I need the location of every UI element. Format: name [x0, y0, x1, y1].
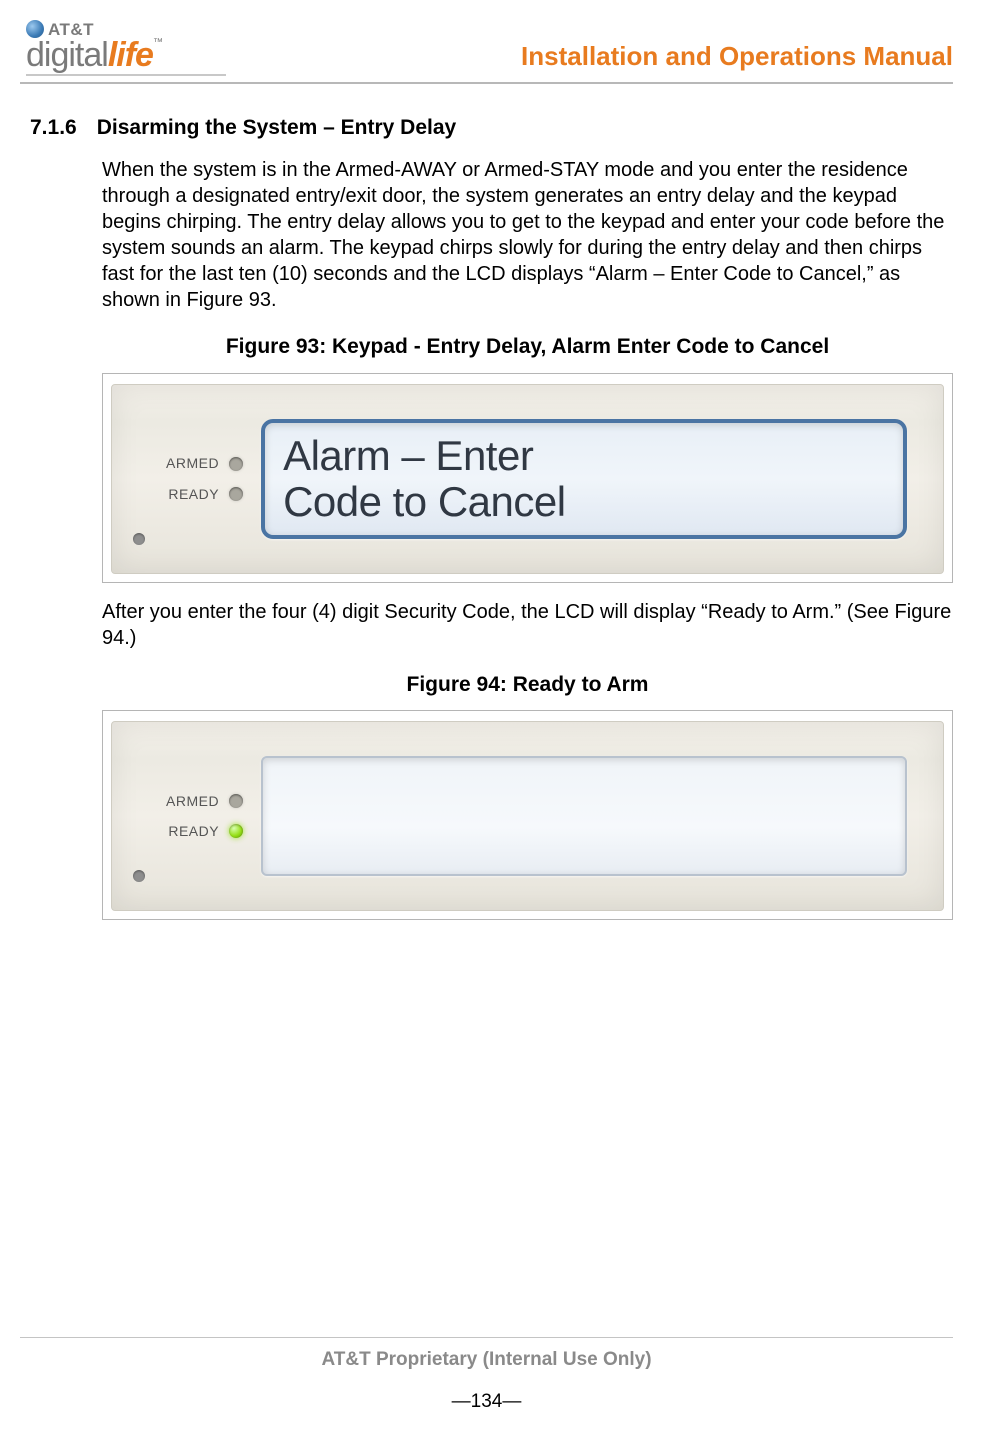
manual-title: Installation and Operations Manual: [521, 40, 953, 76]
ready-status-row: READY: [168, 485, 243, 503]
ready-label: READY: [168, 485, 219, 503]
section-heading: 7.1.6 Disarming the System – Entry Delay: [30, 114, 953, 141]
lcd-line-1: Alarm – Enter: [283, 433, 885, 478]
figure-93: ARMED READY Alarm – Enter Code to Cancel: [102, 373, 953, 583]
keypad-device: ARMED READY Alarm – Enter Code to Cancel: [111, 384, 944, 574]
brand-logo: AT&T digitallife™: [20, 20, 226, 76]
armed-label: ARMED: [166, 454, 219, 472]
page-footer: AT&T Proprietary (Internal Use Only) —13…: [20, 1337, 953, 1415]
footer-proprietary: AT&T Proprietary (Internal Use Only): [20, 1348, 953, 1373]
footer-page-number: —134—: [20, 1390, 953, 1415]
brand-bottom-row: digitallife™: [26, 38, 226, 72]
section-number: 7.1.6: [30, 114, 77, 141]
armed-led-icon: [229, 794, 243, 808]
body-content: When the system is in the Armed-AWAY or …: [102, 157, 953, 920]
ready-led-icon: [229, 487, 243, 501]
brand-word-digital: digital: [26, 36, 108, 74]
power-led-icon: [133, 533, 145, 545]
ready-label: READY: [168, 822, 219, 840]
status-led-column: ARMED READY: [166, 454, 243, 502]
figure-94-caption: Figure 94: Ready to Arm: [102, 671, 953, 698]
section-title: Disarming the System – Entry Delay: [97, 114, 456, 141]
document-page: AT&T digitallife™ Installation and Opera…: [0, 0, 1001, 1443]
figure-94: ARMED READY: [102, 710, 953, 920]
brand-word-life: life: [108, 36, 153, 74]
armed-label: ARMED: [166, 792, 219, 810]
power-led-column: [130, 385, 148, 573]
trademark-icon: ™: [153, 37, 162, 48]
ready-status-row: READY: [168, 822, 243, 840]
logo-underline: [26, 74, 226, 76]
keypad-device: ARMED READY: [111, 721, 944, 911]
lcd-display: [261, 756, 907, 876]
lcd-line-2: Code to Cancel: [283, 479, 885, 524]
armed-status-row: ARMED: [166, 454, 243, 472]
paragraph-1: When the system is in the Armed-AWAY or …: [102, 157, 953, 313]
page-header: AT&T digitallife™ Installation and Opera…: [20, 20, 953, 84]
armed-led-icon: [229, 457, 243, 471]
footer-rule: [20, 1337, 953, 1338]
lcd-display: Alarm – Enter Code to Cancel: [261, 419, 907, 539]
status-led-column: ARMED READY: [166, 792, 243, 840]
paragraph-2: After you enter the four (4) digit Secur…: [102, 599, 953, 651]
armed-status-row: ARMED: [166, 792, 243, 810]
ready-led-icon: [229, 824, 243, 838]
brand-top-text: AT&T: [48, 21, 94, 38]
figure-93-caption: Figure 93: Keypad - Entry Delay, Alarm E…: [102, 333, 953, 360]
power-led-column: [130, 722, 148, 910]
power-led-icon: [133, 870, 145, 882]
